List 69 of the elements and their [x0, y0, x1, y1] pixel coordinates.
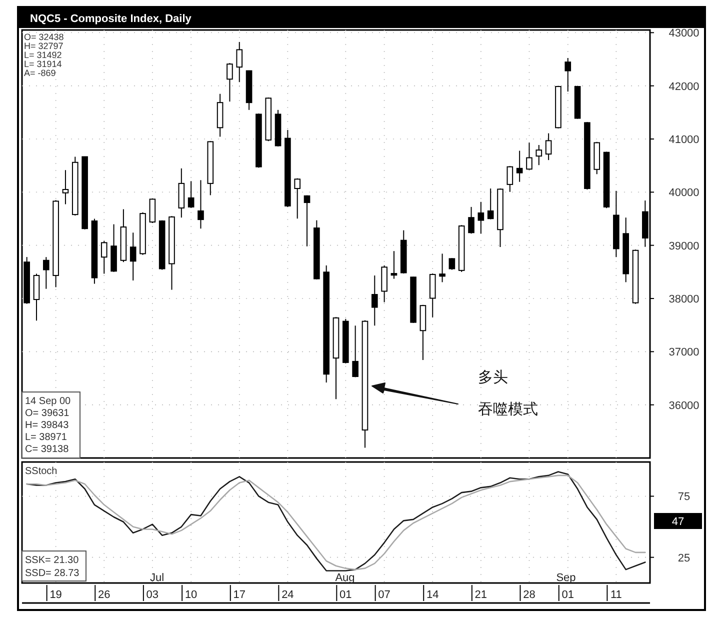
candlestick	[294, 178, 301, 220]
candlestick	[448, 258, 456, 270]
text: 47	[672, 516, 684, 528]
y-tick-label: 37000	[668, 346, 700, 359]
x-tick-label: 03	[146, 589, 159, 601]
candlestick	[526, 142, 532, 170]
candlestick	[371, 274, 378, 326]
y-tick-label: 39000	[668, 240, 700, 252]
annotation: Aug	[335, 572, 355, 584]
y-tick-label: 43000	[668, 28, 700, 40]
x-tick-label: 01	[340, 589, 352, 601]
x-tick-label: 21	[474, 589, 488, 601]
annotation: L= 31914	[24, 59, 62, 69]
x-tick-label: 28	[523, 589, 536, 601]
candlestick	[226, 62, 233, 102]
annotation: SSK= 21.30	[25, 555, 80, 566]
y-tick-label: 75	[678, 491, 690, 504]
y-tick-label: 36000	[668, 400, 700, 412]
x-tick-label: 17	[233, 589, 246, 601]
x-tick-label: 01	[562, 589, 574, 601]
candlestick	[468, 206, 474, 234]
candlestick	[506, 166, 514, 192]
candlestick	[429, 273, 436, 318]
candlestick	[100, 240, 108, 274]
candlestick	[439, 253, 446, 283]
y-tick-label: 40000	[668, 187, 700, 200]
candlestick	[545, 132, 552, 161]
annotation: H= 39843	[25, 420, 70, 431]
candlestick	[487, 188, 494, 220]
candlestick	[130, 232, 136, 281]
x-tick-label: 19	[50, 589, 62, 601]
chart-title: SStoch	[25, 466, 58, 477]
candlestick	[516, 150, 523, 182]
annotation: O= 32438	[24, 32, 64, 42]
candlestick	[198, 180, 204, 230]
annotation: C= 39138	[25, 444, 70, 455]
annotation: L= 31492	[24, 50, 62, 60]
candlestick	[478, 201, 484, 234]
candlestick	[42, 256, 50, 290]
x-tick-label: 10	[184, 589, 198, 601]
annotation: SSD= 28.73	[25, 568, 80, 579]
y-tick-label: 41000	[668, 134, 700, 146]
y-tick-label: 25	[678, 552, 690, 564]
candlestick	[564, 58, 572, 92]
annotation: Sep	[556, 572, 576, 584]
x-tick-label: 11	[610, 589, 622, 601]
x-tick-label: 14	[426, 589, 439, 601]
annotation: A= -869	[24, 68, 56, 78]
candlestick	[352, 325, 358, 378]
x-tick-label: 07	[378, 589, 390, 601]
candlestick	[304, 194, 310, 247]
candlestick	[149, 198, 156, 224]
candlestick	[62, 170, 69, 205]
annotation: 14 Sep 00	[25, 396, 72, 407]
annotation: O= 39631	[25, 408, 70, 419]
candlestick	[390, 250, 398, 280]
y-tick-label: 42000	[668, 80, 700, 93]
candlestick	[536, 144, 542, 166]
candlestick	[188, 180, 194, 208]
y-tick-label: 38000	[668, 293, 700, 306]
x-tick-label: 26	[98, 589, 110, 601]
annotation: L= 38971	[25, 432, 68, 443]
x-tick-label: 24	[282, 589, 294, 601]
annotation: Jul	[150, 572, 164, 584]
annotation: 多头	[478, 369, 508, 386]
chart-title: NQC5 - Composite Index, Daily	[30, 13, 192, 25]
candlestick	[236, 41, 243, 83]
annotation: 吞噬模式	[478, 401, 538, 418]
annotation: H= 32797	[24, 41, 64, 51]
